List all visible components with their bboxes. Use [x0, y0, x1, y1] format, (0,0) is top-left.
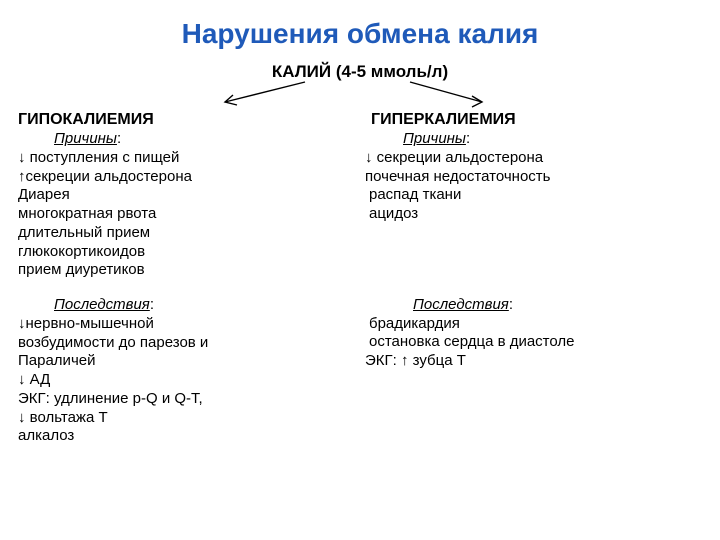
left-effect-0b: возбудимости до парезов и	[18, 334, 355, 353]
left-causes-label: Причины:	[18, 130, 355, 149]
two-column-layout: ГИПОКАЛИЕМИЯ Причины: ↓ поступления с пи…	[0, 106, 720, 446]
arrow-left-icon	[215, 80, 315, 108]
branch-arrows	[0, 82, 720, 106]
right-cause-2: распад ткани	[365, 186, 702, 205]
right-column: ГИПЕРКАЛИЕМИЯ Причины: ↓ секреции альдос…	[355, 110, 702, 446]
left-cause-4b: глюкокортикоидов	[18, 243, 355, 262]
arrow-right-icon	[400, 80, 500, 108]
right-heading: ГИПЕРКАЛИЕМИЯ	[365, 110, 702, 130]
right-effect-2: ЭКГ: ↑ зубца Т	[365, 352, 702, 371]
subtitle: КАЛИЙ (4-5 ммоль/л)	[0, 50, 720, 82]
left-effects-label: Последствия:	[18, 296, 355, 315]
right-cause-3: ацидоз	[365, 205, 702, 224]
left-effect-3: ↓ вольтажа Т	[18, 409, 355, 428]
left-column: ГИПОКАЛИЕМИЯ Причины: ↓ поступления с пи…	[18, 110, 355, 446]
left-cause-3: многократная рвота	[18, 205, 355, 224]
right-effect-1: остановка сердца в диастоле	[365, 333, 702, 352]
right-effect-0: брадикардия	[365, 315, 702, 334]
left-effect-0c: Параличей	[18, 352, 355, 371]
right-cause-1: почечная недостаточность	[365, 168, 702, 187]
left-effect-4: алкалоз	[18, 427, 355, 446]
right-effects-label: Последствия:	[365, 296, 702, 315]
left-cause-5: прием диуретиков	[18, 261, 355, 280]
left-cause-2: Диарея	[18, 186, 355, 205]
left-heading: ГИПОКАЛИЕМИЯ	[18, 110, 355, 130]
right-cause-0: ↓ секреции альдостерона	[365, 149, 702, 168]
left-effect-1: ↓ АД	[18, 371, 355, 390]
left-cause-1: ↑секреции альдостерона	[18, 168, 355, 187]
right-causes-label: Причины:	[365, 130, 702, 149]
left-cause-0: ↓ поступления с пищей	[18, 149, 355, 168]
page-title: Нарушения обмена калия	[0, 0, 720, 50]
left-effect-0a: ↓нервно-мышечной	[18, 315, 355, 334]
left-effect-2: ЭКГ: удлинение p-Q и Q-T,	[18, 390, 355, 409]
left-cause-4a: длительный прием	[18, 224, 355, 243]
